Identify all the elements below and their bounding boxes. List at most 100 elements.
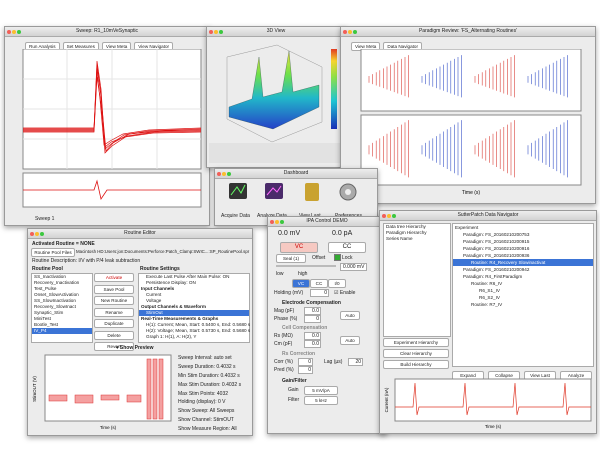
- tab-io[interactable]: I/0: [328, 279, 346, 288]
- pool-buttons: Activate Save Pool New Routine Rename Duplic…: [94, 273, 134, 354]
- enable-text[interactable]: Enable: [339, 290, 356, 296]
- pool-item[interactable]: IV_P4: [32, 328, 92, 334]
- setting-item[interactable]: H(2): Voltage; Mean, Start: 0.5730 s, En…: [146, 328, 251, 333]
- preview-setting: Show Sweep: All Sweeps: [178, 408, 235, 415]
- pool-button[interactable]: Activate: [94, 273, 134, 282]
- hierarchy-item[interactable]: Series Name: [386, 236, 413, 241]
- phase-value[interactable]: 0: [304, 315, 321, 323]
- pred-label: Pred (%): [274, 367, 294, 373]
- voltage-readout: 0.0 mV: [278, 230, 301, 237]
- pool-files-dropdown[interactable]: Routine Pool Files: [31, 248, 75, 257]
- gain-dropdown[interactable]: 5 mV/pA: [304, 386, 338, 395]
- offset-slider[interactable]: [276, 265, 336, 267]
- tab-vc[interactable]: VC: [292, 279, 310, 288]
- vc-button[interactable]: VC: [280, 242, 318, 253]
- analyze-icon[interactable]: [265, 183, 283, 199]
- preview-info: Sweep Interval: auto set Sweep Duration: …: [178, 355, 241, 435]
- pool-item[interactable]: Test_Pulse: [34, 286, 57, 291]
- tree-item[interactable]: Experiment: [455, 225, 479, 230]
- routine-editor-window: Routine Editor Activated Routine = NONE …: [27, 228, 253, 436]
- tab-cc[interactable]: CC: [310, 279, 328, 288]
- window-title: Sweep: R1_10mVeSynaptic: [76, 28, 138, 34]
- pool-item[interactable]: MiniTest: [34, 316, 51, 321]
- tree-item[interactable]: Paradigm: FS_20160210200916: [463, 246, 530, 251]
- corr-value[interactable]: 0: [298, 358, 313, 366]
- setting-item[interactable]: H(1): Current; Mean, Start: 0.5400 s, En…: [146, 322, 251, 327]
- tree-item[interactable]: Paradigm: FS_20160210200942: [463, 267, 530, 272]
- hierarchy-button[interactable]: Experiment Hierarchy: [383, 338, 449, 347]
- tree-item[interactable]: R6_S2_IV: [479, 295, 500, 300]
- pool-item[interactable]: Recovery_Inactivation: [34, 280, 80, 285]
- pool-item[interactable]: SS_SlowInactivation: [34, 298, 76, 303]
- cc-button[interactable]: CC: [328, 242, 366, 253]
- setting-item[interactable]: Persistence Display: ON: [146, 280, 196, 285]
- low-label: low: [276, 271, 284, 277]
- sweep-window: Sweep: R1_10mVeSynaptic Run Analysis Set …: [4, 26, 210, 226]
- lock-checkbox[interactable]: [334, 254, 341, 261]
- window-title: SutterPatch Data Navigator: [457, 212, 519, 218]
- tree-item[interactable]: Routine: R6_IV: [471, 281, 503, 286]
- color-bar: [331, 49, 337, 129]
- tree-item[interactable]: Paradigm: R4_FirstParadigm: [463, 274, 523, 279]
- seal-button[interactable]: Seal (1): [276, 254, 306, 263]
- holding-value[interactable]: 0: [310, 289, 329, 297]
- paradigm-window: Paradigm Review: 'FS_Alternating Routine…: [340, 26, 596, 204]
- hierarchy-item[interactable]: Paradigm Hierarchy: [386, 230, 427, 235]
- setting-item[interactable]: Input Channels: [141, 286, 175, 291]
- pool-item[interactable]: Bootle_Test: [34, 322, 59, 327]
- tree-item[interactable]: Paradigm: FS_20160210200753: [463, 232, 530, 237]
- title-bar: Routine Editor: [28, 229, 252, 239]
- pool-button[interactable]: Duplicate: [94, 319, 134, 328]
- auto-button[interactable]: Auto: [340, 311, 360, 320]
- setting-item[interactable]: Output Channels & Waveform: [141, 304, 206, 309]
- auto-button[interactable]: Auto: [340, 336, 360, 345]
- cm-value[interactable]: 0.0: [304, 340, 321, 348]
- tree-item[interactable]: Paradigm: FS_20160210200915: [463, 239, 530, 244]
- hierarchy-button[interactable]: Build Hierarchy: [383, 360, 449, 369]
- filter-dropdown[interactable]: 5 kHz: [304, 396, 338, 405]
- setting-item[interactable]: Voltage: [146, 298, 162, 303]
- pred-value[interactable]: 0: [298, 366, 313, 374]
- hierarchy-item[interactable]: Data tree Hierarchy: [386, 224, 426, 229]
- pool-button[interactable]: Rename: [94, 307, 134, 317]
- acquire-icon[interactable]: [229, 183, 247, 199]
- window-title: IPA Control DEMO: [306, 218, 348, 224]
- rs-value[interactable]: 0.0: [304, 332, 321, 340]
- show-preview-label[interactable]: Show Preview: [119, 345, 154, 351]
- tree-item[interactable]: Routine: R4_Recovery Slowinactivat: [453, 259, 593, 266]
- section-header: Electrode Compensation: [282, 300, 341, 306]
- x-axis-label: Time (s): [100, 425, 117, 430]
- pool-item[interactable]: Recovery_SlowInact: [34, 304, 76, 309]
- setting-item[interactable]: Graph 1: H(1), A: H(2), Y: [146, 334, 197, 339]
- pool-button[interactable]: Save Pool: [94, 284, 134, 294]
- tree-item[interactable]: Paradigm: FS_20160210200936: [463, 253, 530, 258]
- lag-value[interactable]: 20: [348, 358, 363, 366]
- hierarchy-button[interactable]: Clear Hierarchy: [383, 349, 449, 358]
- trace: [23, 179, 201, 201]
- rs-label: Rs (MΩ): [274, 333, 293, 339]
- paradigm-plot: Time (s): [360, 49, 582, 196]
- tree-item[interactable]: Routine: R7_IV: [471, 302, 503, 307]
- offset-value[interactable]: 0.000 mV: [340, 263, 368, 271]
- setting-item[interactable]: StimOut: [139, 310, 249, 316]
- section-header: Cell Compensation: [282, 325, 328, 331]
- pool-item[interactable]: SS_Inactivation: [34, 274, 66, 279]
- high-label: high: [298, 271, 308, 277]
- setting-item[interactable]: Current: [146, 292, 162, 297]
- preview-setting: Max Stim Duration: 0.4032 s: [178, 381, 242, 388]
- pool-item[interactable]: Synaptic_Stim: [34, 310, 64, 315]
- dashboard-item[interactable]: Acquire Data: [221, 213, 250, 219]
- mag-value[interactable]: 0.0: [304, 307, 321, 315]
- pool-button[interactable]: Delete: [94, 330, 134, 340]
- pool-button[interactable]: Revert: [94, 342, 134, 351]
- tree-item[interactable]: R6_S1_IV: [479, 288, 500, 293]
- pool-item[interactable]: Onset_SlowActivation: [34, 292, 79, 297]
- view-last-icon[interactable]: [305, 183, 319, 201]
- sweep-plot: [22, 49, 202, 208]
- show-preview[interactable]: ▾ Show Preview: [116, 345, 154, 351]
- pool-path: Macintosh HD:Users:jon:Documents:Perforc…: [76, 249, 250, 254]
- window-title: 3D View: [266, 28, 286, 34]
- setting-item[interactable]: Execute Last Pulse After Main Pulse: ON: [146, 274, 230, 279]
- setting-item[interactable]: Real-Time Measurements & Graphs: [141, 316, 219, 321]
- pool-button[interactable]: New Routine: [94, 296, 134, 305]
